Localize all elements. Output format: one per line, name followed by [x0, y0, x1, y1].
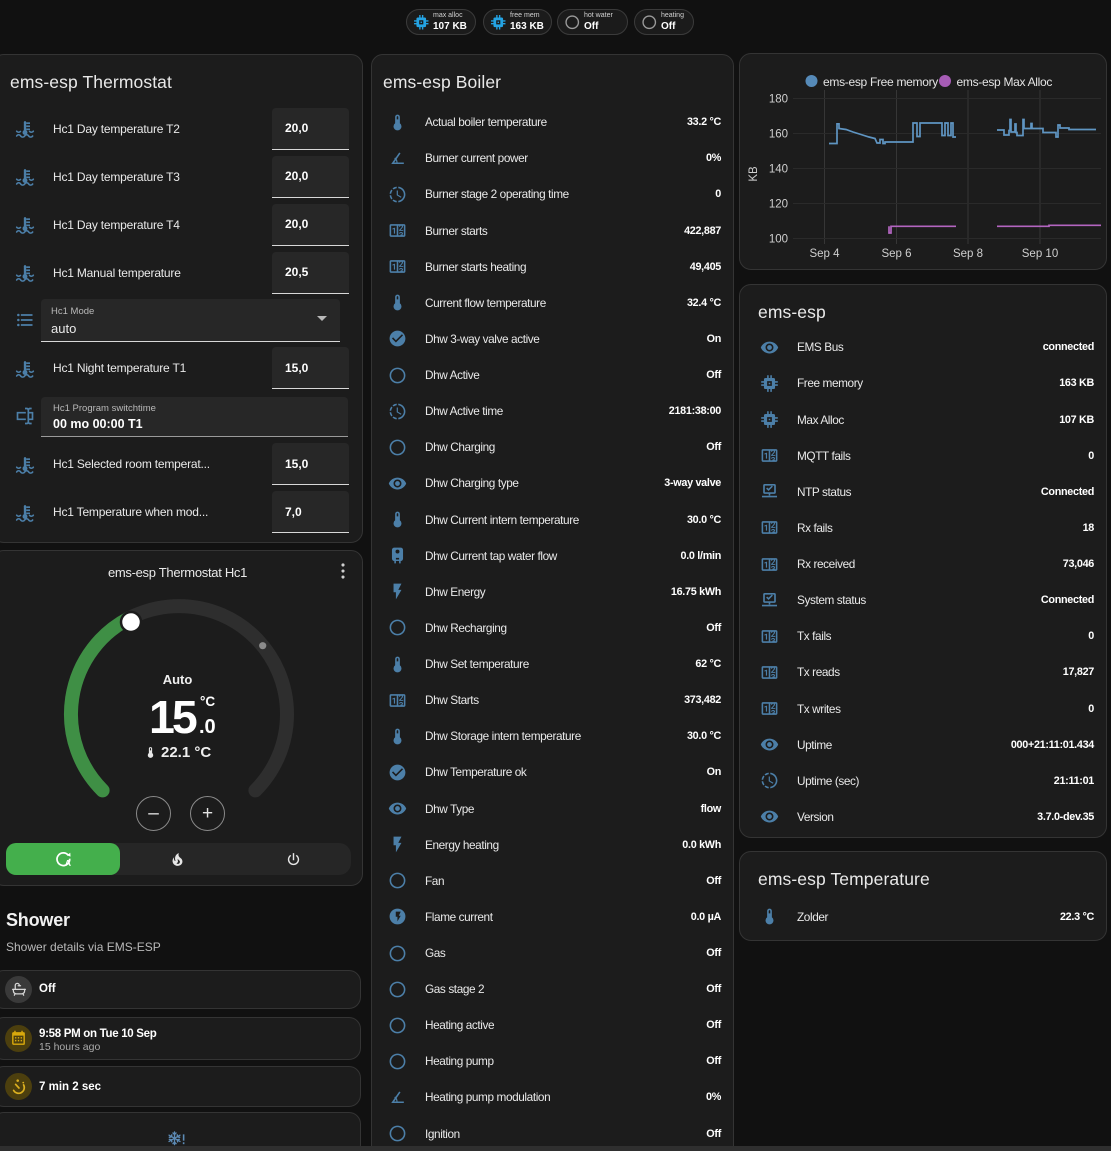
- svg-text:ems-esp Free memory: ems-esp Free memory: [823, 75, 938, 89]
- svg-text:Sep 6: Sep 6: [881, 248, 911, 260]
- svg-text:ems-esp Max Alloc: ems-esp Max Alloc: [957, 75, 1053, 89]
- svg-text:Sep 10: Sep 10: [1022, 248, 1058, 260]
- svg-text:100: 100: [769, 234, 788, 246]
- svg-text:120: 120: [769, 199, 788, 211]
- svg-text:180: 180: [769, 94, 788, 106]
- svg-text:KB: KB: [748, 166, 760, 182]
- svg-text:A: A: [64, 858, 71, 868]
- svg-text:140: 140: [769, 164, 788, 176]
- svg-text:Sep 8: Sep 8: [953, 248, 983, 260]
- svg-text:160: 160: [769, 129, 788, 141]
- svg-text:Sep 4: Sep 4: [809, 248, 840, 260]
